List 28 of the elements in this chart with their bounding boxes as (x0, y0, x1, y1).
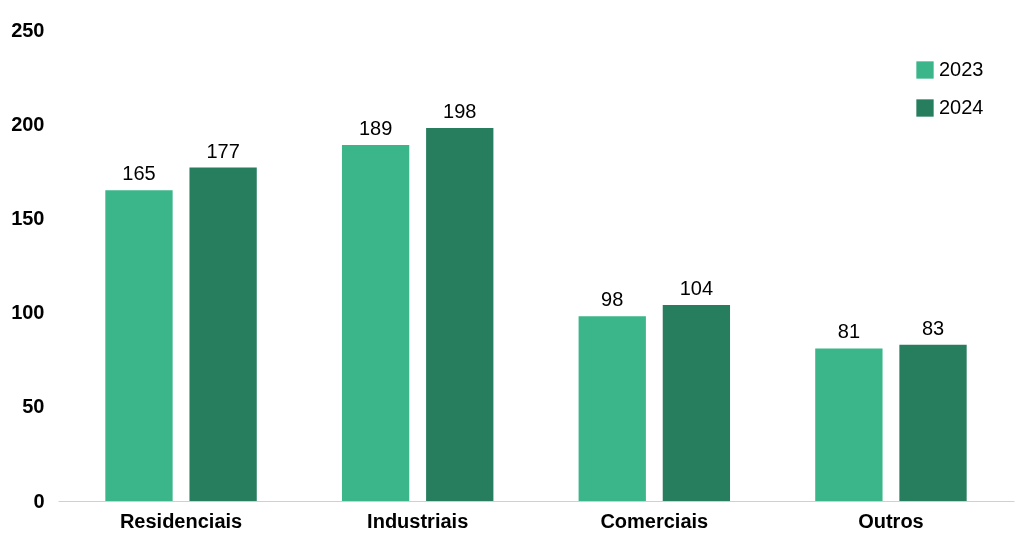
data-label: 189 (358, 116, 393, 139)
data-label: 165 (122, 162, 156, 185)
data-label: 177 (206, 139, 240, 162)
bar (105, 190, 173, 501)
y-tick-label: 100 (11, 301, 45, 324)
data-label: 104 (679, 277, 714, 300)
bar (426, 127, 494, 501)
x-tick-label: Outros (858, 509, 924, 532)
data-label: 98 (601, 288, 624, 311)
x-tick-label: Residenciais (119, 509, 243, 532)
y-tick-label: 200 (11, 112, 45, 135)
bar (189, 167, 257, 501)
legend-label: 2023 (939, 58, 984, 80)
legend-label: 2024 (939, 96, 984, 118)
y-tick-label: 50 (22, 395, 45, 418)
data-label: 83 (921, 316, 945, 339)
bar (899, 344, 967, 501)
x-tick-label: Comerciais (600, 509, 709, 532)
y-tick-label: 150 (11, 206, 45, 229)
data-label: 81 (837, 320, 861, 343)
bar (341, 144, 410, 501)
bar (815, 348, 883, 501)
y-tick-label: 0 (33, 489, 45, 512)
bar (578, 316, 646, 501)
bar (662, 305, 731, 501)
data-label: 198 (443, 99, 477, 122)
y-tick-label: 250 (11, 18, 45, 41)
x-tick-label: Industriais (367, 509, 469, 532)
